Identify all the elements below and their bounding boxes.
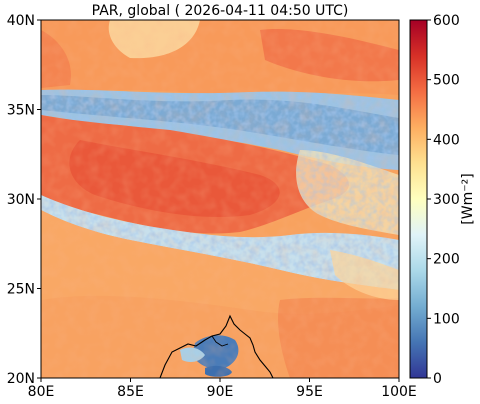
- y-axis-ticks: 20N 25N 30N 35N 40N: [7, 13, 41, 387]
- x-tick-label: 85E: [117, 384, 144, 400]
- y-tick-label: 30N: [7, 192, 35, 208]
- y-tick-label: 25N: [7, 282, 35, 298]
- x-axis-ticks: 80E 85E 90E 95E 100E: [28, 378, 417, 400]
- field-texture-overlay: [41, 20, 399, 378]
- colorbar-tick-label: 300: [433, 192, 460, 208]
- chart-title: PAR, global ( 2026-04-11 04:50 UTC): [92, 3, 349, 19]
- x-tick-label: 95E: [296, 384, 323, 400]
- colorbar-ticks: 0 100 200 300 400 500 600: [427, 13, 460, 387]
- x-tick-label: 80E: [28, 384, 55, 400]
- y-tick-label: 20N: [7, 371, 35, 387]
- map-field: [41, 20, 399, 378]
- colorbar-tick-label: 600: [433, 13, 460, 29]
- colorbar-tick-label: 500: [433, 73, 460, 89]
- coastline-detail: [211, 335, 229, 347]
- colorbar-label: [Wm⁻²]: [460, 173, 476, 224]
- y-tick-label: 40N: [7, 13, 35, 29]
- colorbar: [409, 19, 428, 379]
- x-tick-label: 100E: [381, 384, 417, 400]
- colorbar-tick-label: 400: [433, 132, 460, 148]
- y-tick-label: 35N: [7, 103, 35, 119]
- colorbar-tick-label: 100: [433, 311, 460, 327]
- colorbar-tick-label: 200: [433, 252, 460, 268]
- x-tick-label: 90E: [207, 384, 234, 400]
- coastline: [159, 314, 274, 378]
- colorbar-tick-label: 0: [433, 371, 442, 387]
